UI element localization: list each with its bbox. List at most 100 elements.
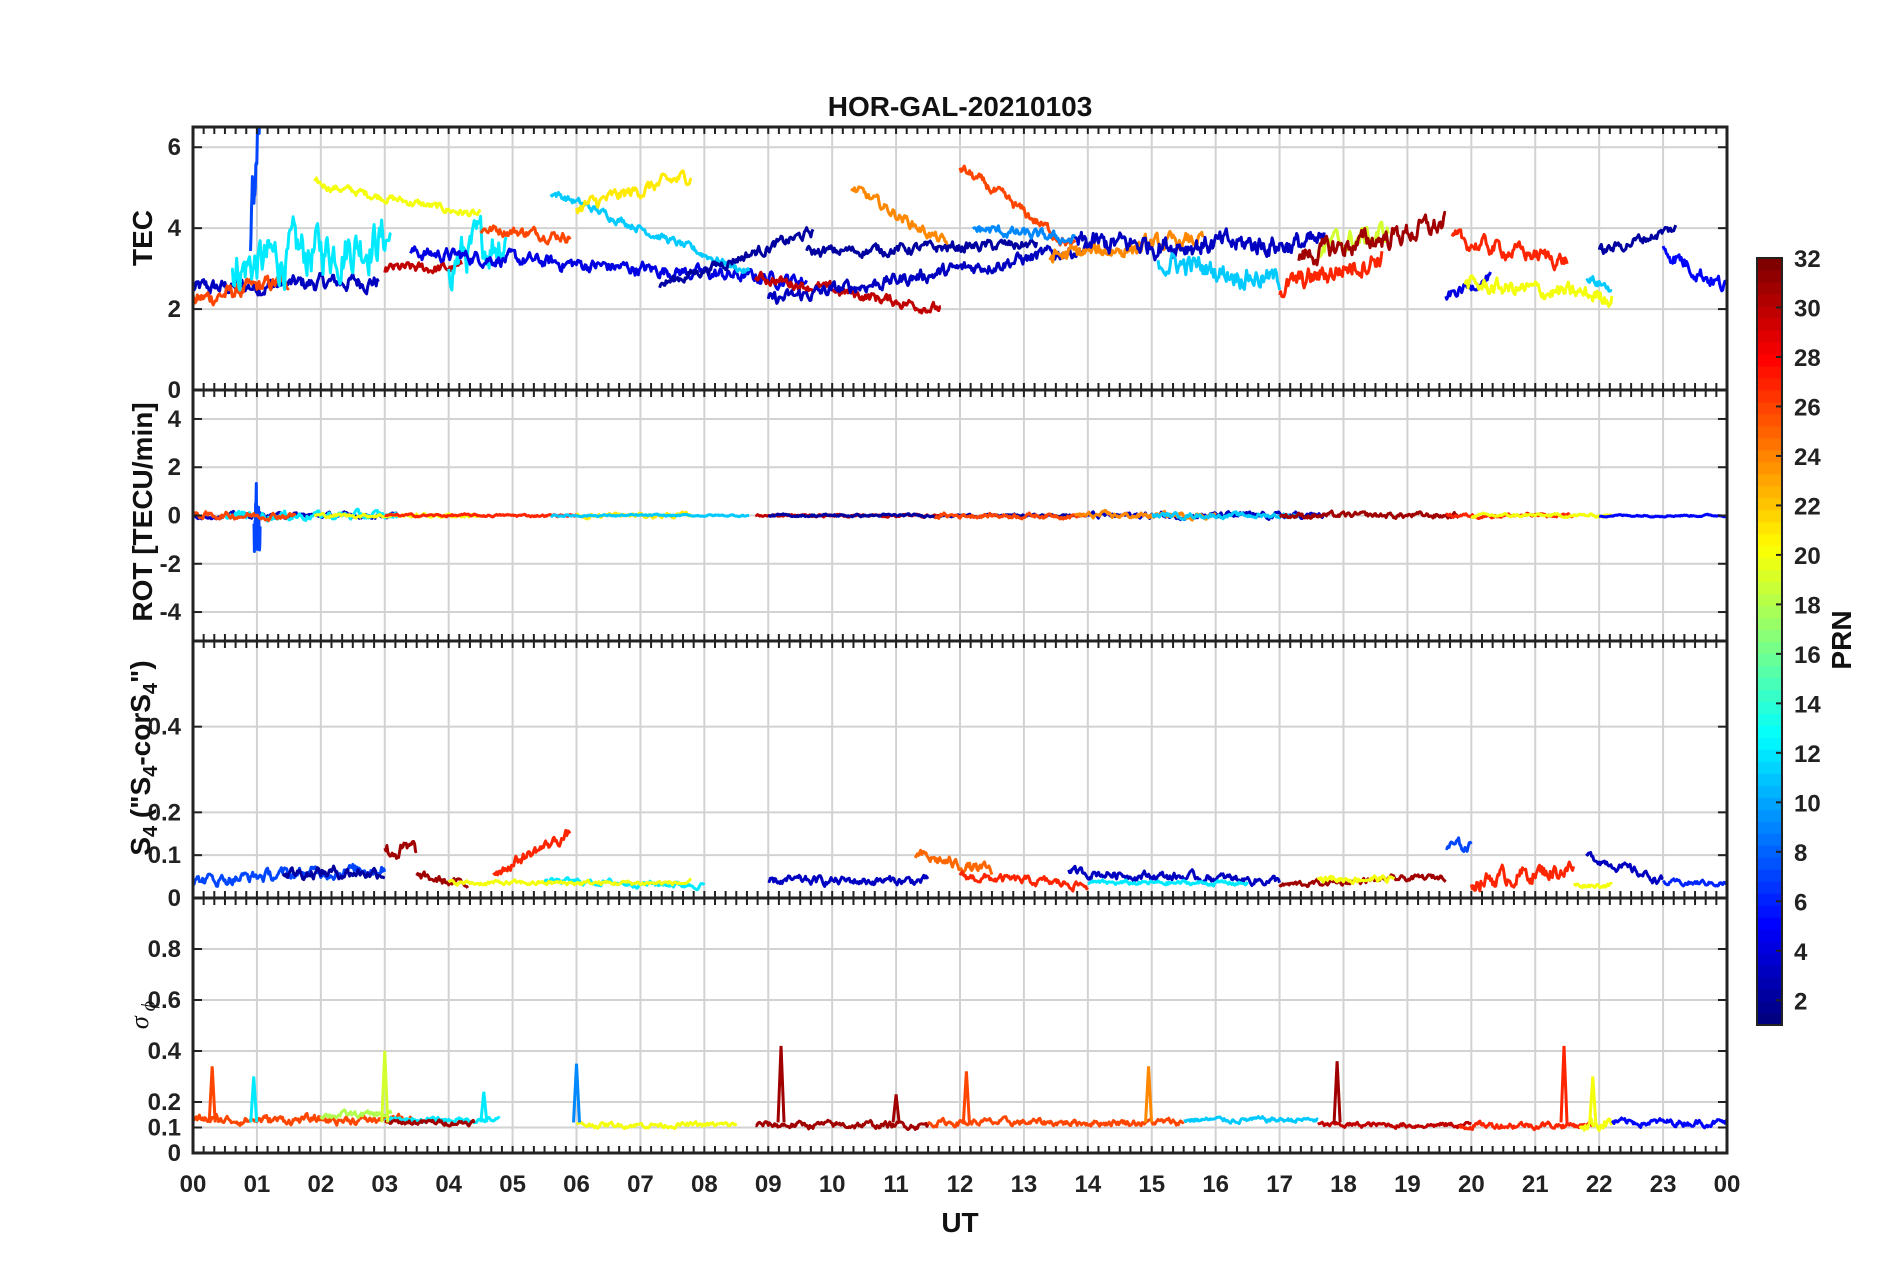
series-line-prn-27: [958, 870, 1089, 893]
colorbar-tick-label: 22: [1794, 493, 1821, 520]
series-line-prn-11: [1151, 510, 1300, 521]
colorbar-tick-label: 28: [1794, 345, 1821, 372]
y-tick-label: 2: [168, 454, 181, 481]
x-tick-label: 17: [1266, 1171, 1293, 1198]
x-tick-label: 09: [755, 1171, 782, 1198]
x-tick-label: 19: [1394, 1171, 1421, 1198]
colorbar-segment: [1757, 881, 1782, 894]
x-tick-label: 20: [1458, 1171, 1485, 1198]
colorbar-tick-label: 30: [1794, 295, 1821, 322]
series-line-prn-27: [1458, 1119, 1595, 1132]
series-line-prn-31: [383, 839, 418, 860]
colorbar-segment: [1757, 341, 1782, 355]
series-line-prn-20: [447, 877, 693, 887]
series-group: [193, 482, 1727, 553]
colorbar-segment: [1757, 305, 1782, 319]
colorbar-segment: [1757, 569, 1782, 583]
series-line-prn-30: [754, 270, 942, 315]
colorbar-segment: [1757, 773, 1782, 786]
x-tick-label: 06: [563, 1171, 590, 1198]
series-line-prn-7: [249, 127, 261, 251]
spike-prn-9: [572, 1063, 581, 1123]
panel-rot: -4 -2 0 2 4: [160, 388, 1729, 643]
series-line-prn-3: [1067, 864, 1282, 887]
x-tick-label: 13: [1011, 1171, 1038, 1198]
colorbar-segment: [1757, 797, 1782, 810]
colorbar-segment: [1757, 809, 1782, 822]
colorbar-segment: [1757, 605, 1782, 619]
series-line-prn-2: [1597, 224, 1678, 255]
colorbar-tick-label: 16: [1794, 642, 1821, 669]
colorbar-segment: [1757, 725, 1782, 738]
series-line-prn-5: [1661, 245, 1727, 293]
series-line-prn-24: [1074, 509, 1217, 522]
colorbar-segment: [1757, 629, 1782, 643]
y-tick-label: -2: [160, 551, 181, 578]
colorbar-segment: [1757, 485, 1782, 499]
y-tick-label: 0.2: [148, 799, 181, 826]
series-group: [193, 1045, 1727, 1132]
series-line-prn-5: [1610, 1116, 1727, 1130]
series-line-prn-25: [913, 848, 994, 876]
series-line-prn-27: [492, 828, 572, 877]
panel-tec: 0 2 4 6: [168, 125, 1729, 404]
colorbar-segment: [1757, 785, 1782, 798]
series-line-prn-27: [384, 512, 578, 519]
colorbar-segment: [1757, 413, 1782, 427]
series-line-prn-4: [409, 245, 808, 291]
colorbar-segment: [1757, 905, 1782, 918]
series-line-prn-3: [766, 241, 1089, 305]
series-line-prn-20: [313, 176, 482, 218]
series-line-prn-11: [1585, 275, 1613, 293]
colorbar-segment: [1757, 953, 1782, 966]
x-tick-label: 08: [691, 1171, 718, 1198]
colorbar-segment: [1757, 401, 1782, 415]
colorbar-segment: [1757, 521, 1782, 535]
series-line-prn-7: [252, 482, 262, 553]
series-line-prn-11: [550, 512, 750, 519]
series-line-prn-21: [575, 169, 693, 215]
series-line-prn-7: [1445, 836, 1473, 853]
y-tick-label: 6: [168, 134, 181, 161]
colorbar-tick-label: 24: [1794, 444, 1821, 471]
series-group: [193, 127, 1727, 315]
colorbar-segment: [1757, 317, 1782, 331]
series-line-prn-20: [575, 1120, 738, 1131]
series-line-prn-26: [933, 511, 1090, 521]
colorbar-segment: [1757, 269, 1782, 283]
series-line-prn-11: [1183, 1115, 1319, 1126]
series-line-prn-20: [1463, 274, 1614, 308]
series-line-prn-11: [1156, 252, 1282, 291]
colorbar-segment: [1757, 1001, 1782, 1014]
spike-prn-24: [1144, 1066, 1154, 1123]
x-tick-label: 11: [883, 1171, 908, 1198]
y-tick-label: 0.6: [148, 987, 181, 1014]
colorbar-segment: [1757, 977, 1782, 990]
spike-prn-12: [479, 1091, 489, 1123]
series-line-prn-6: [1662, 877, 1727, 888]
spike-prn-26: [961, 1071, 971, 1123]
x-tick-label: 00: [180, 1171, 207, 1198]
colorbar-segment: [1757, 293, 1782, 307]
y-tick-label: 0.2: [148, 1089, 181, 1116]
x-tick-label: 07: [627, 1171, 654, 1198]
colorbar-tick-label: 10: [1794, 790, 1821, 817]
colorbar-segment: [1757, 989, 1782, 1002]
colorbar-tick-label: 18: [1794, 592, 1821, 619]
colorbar-segment: [1757, 473, 1782, 487]
colorbar-segment: [1757, 449, 1782, 463]
spike-prn-31: [891, 1094, 901, 1123]
colorbar-segment: [1757, 821, 1782, 834]
series-line-prn-27: [1450, 228, 1569, 272]
colorbar-segment: [1757, 917, 1782, 930]
colorbar-segment: [1757, 533, 1782, 547]
colorbar-segment: [1757, 353, 1782, 367]
colorbar-tick-label: 4: [1794, 939, 1808, 966]
series-line-prn-31: [384, 1118, 476, 1128]
colorbar-segment: [1757, 701, 1782, 715]
series-line-prn-31: [1279, 509, 1460, 520]
series-line-prn-20: [1578, 1116, 1614, 1132]
series-line-prn-5: [1598, 512, 1727, 519]
y-tick-label: 0: [168, 503, 181, 530]
